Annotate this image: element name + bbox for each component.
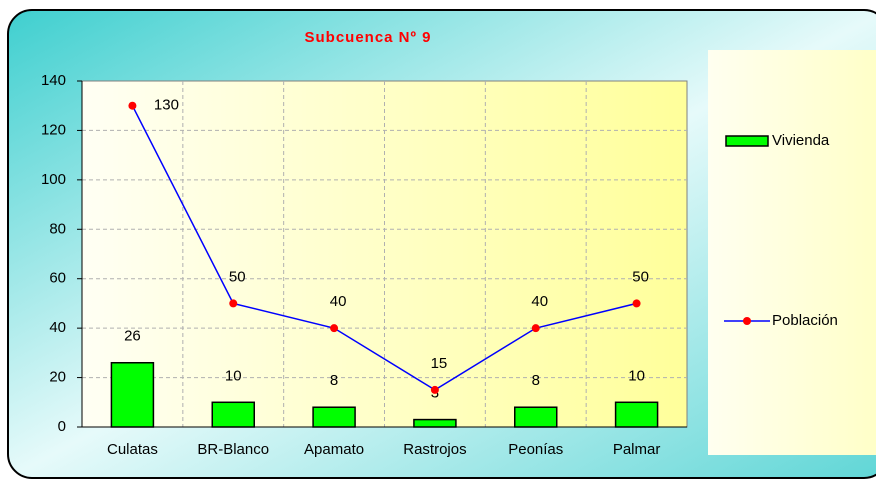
data-label: 26 [124,328,141,345]
bar [614,401,659,428]
legend-label: Población [772,312,838,329]
chart-title: Subcuenca Nº 9 [304,29,431,46]
y-tick-label: 120 [41,121,66,138]
x-tick-label: Peonías [508,441,563,458]
legend-swatch [725,135,769,147]
data-label: 10 [225,367,242,384]
data-label: 40 [531,293,548,310]
x-tick-label: Apamato [304,441,364,458]
y-tick-label: 80 [49,220,66,237]
y-tick-label: 20 [49,369,66,386]
line-point [632,299,641,308]
bar [514,406,558,428]
legend-box [708,50,876,455]
line-point [330,324,339,333]
x-tick-label: Palmar [613,441,661,458]
x-tick-label: Rastrojos [403,441,466,458]
bar [312,406,356,428]
x-tick-label: BR-Blanco [197,441,269,458]
data-label: 15 [431,355,448,372]
data-label: 8 [330,372,338,389]
line-point [229,299,238,308]
bar [413,418,457,428]
bar [110,361,155,428]
y-tick-label: 0 [58,418,66,435]
bar [211,401,255,428]
data-label: 8 [532,372,540,389]
line-point [531,324,540,333]
y-tick-label: 40 [49,319,66,336]
line-point [430,385,439,394]
x-tick-label: Culatas [107,441,158,458]
y-tick-label: 140 [41,72,66,89]
legend-marker [743,317,751,325]
data-label: 50 [229,268,246,285]
y-tick-label: 60 [49,270,66,287]
line [131,105,637,391]
legend-label: Vivienda [772,132,830,149]
data-label: 130 [154,97,179,114]
line-point [128,101,137,110]
y-tick-label: 100 [41,171,66,188]
data-label: 10 [628,367,645,384]
data-label: 50 [632,268,649,285]
data-label: 40 [330,293,347,310]
